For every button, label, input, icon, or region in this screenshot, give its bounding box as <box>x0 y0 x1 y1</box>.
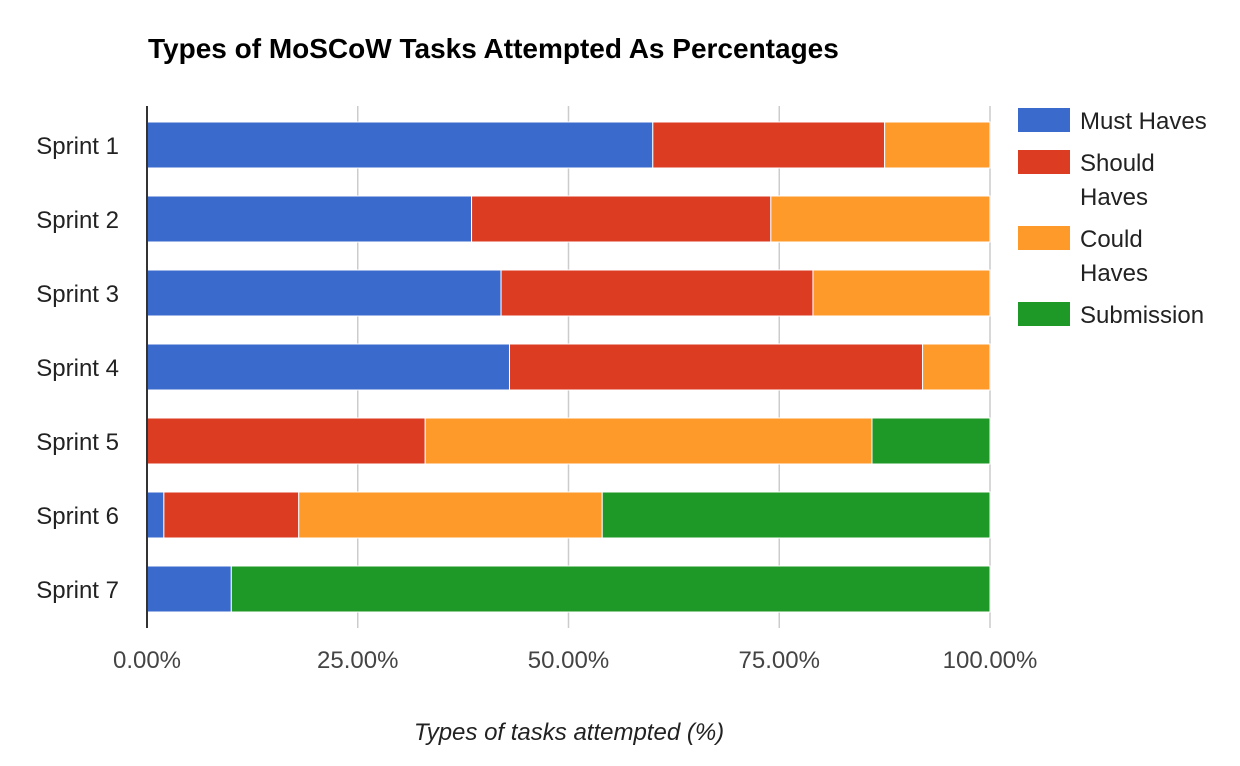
bar-submission <box>871 417 991 465</box>
category-label: Sprint 4 <box>36 355 119 382</box>
bar-should-haves <box>471 195 772 243</box>
x-tick-label: 25.00% <box>317 647 398 674</box>
bar-should-haves <box>146 417 426 465</box>
category-label: Sprint 7 <box>36 577 119 604</box>
bar-could-haves <box>922 343 991 391</box>
category-label: Sprint 3 <box>36 281 119 308</box>
bars <box>146 121 991 613</box>
x-tick-label: 0.00% <box>113 647 181 674</box>
x-tick-label: 50.00% <box>528 647 609 674</box>
legend-item-must-haves: Must Haves <box>1018 108 1207 135</box>
legend-swatch <box>1018 150 1070 174</box>
bar-should-haves <box>652 121 886 169</box>
bar-should-haves <box>163 491 300 539</box>
category-label: Sprint 1 <box>36 133 119 160</box>
legend-swatch <box>1018 226 1070 250</box>
bar-must-haves <box>146 195 473 243</box>
chart-title: Types of MoSCoW Tasks Attempted As Perce… <box>148 33 839 64</box>
bar-could-haves <box>298 491 603 539</box>
x-tick-label: 75.00% <box>739 647 820 674</box>
category-labels: Sprint 1 Sprint 2 Sprint 3 Sprint 4 Sprint 5… <box>36 133 119 604</box>
bar-should-haves <box>500 269 814 317</box>
bar-should-haves <box>508 343 924 391</box>
bar-must-haves <box>146 343 510 391</box>
legend-label: Must Haves <box>1080 108 1207 135</box>
legend-swatch <box>1018 302 1070 326</box>
x-tick-labels: 0.00% 25.00% 50.00% 75.00% 100.00% <box>113 647 1037 674</box>
bar-could-haves <box>424 417 873 465</box>
legend-item-could-haves: Could Haves <box>1018 226 1148 287</box>
legend-label: Could Haves <box>1080 226 1148 287</box>
bar-must-haves <box>146 565 232 613</box>
legend-label: Should Haves <box>1080 150 1155 211</box>
bar-must-haves <box>146 121 654 169</box>
category-label: Sprint 6 <box>36 503 119 530</box>
legend-item-should-haves: Should Haves <box>1018 150 1155 211</box>
legend: Must Haves Should Haves Could Haves Submissio… <box>1018 108 1207 329</box>
bar-could-haves <box>812 269 991 317</box>
legend-item-submission: Submission <box>1018 302 1204 329</box>
category-label: Sprint 2 <box>36 207 119 234</box>
bar-submission <box>230 565 991 613</box>
category-label: Sprint 5 <box>36 429 119 456</box>
bar-could-haves <box>770 195 991 243</box>
bar-must-haves <box>146 491 165 539</box>
x-tick-label: 100.00% <box>943 647 1038 674</box>
legend-label: Submission <box>1080 302 1204 329</box>
bar-submission <box>601 491 991 539</box>
x-axis-title: Types of tasks attempted (%) <box>414 719 724 746</box>
legend-swatch <box>1018 108 1070 132</box>
bar-must-haves <box>146 269 502 317</box>
bar-could-haves <box>884 121 991 169</box>
